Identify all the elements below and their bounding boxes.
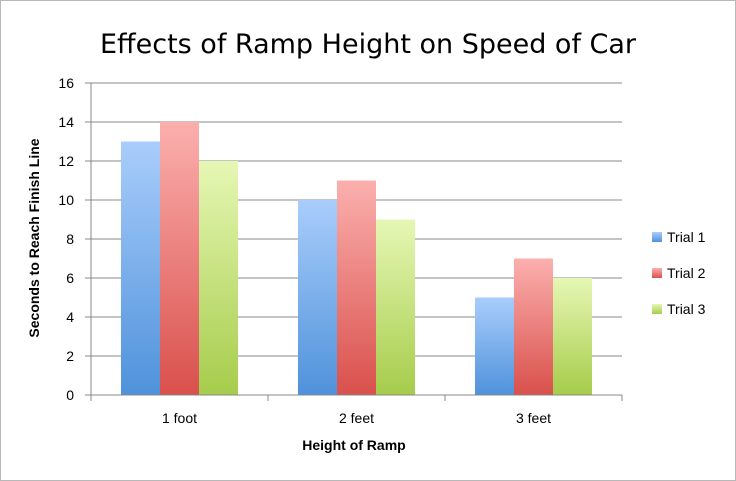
legend-swatch-trial-2	[652, 268, 662, 278]
legend-label-trial-2: Trial 2	[667, 265, 706, 281]
y-tick-label-16: 16	[58, 75, 74, 91]
bar-trial-2-3-feet	[514, 258, 553, 395]
x-tick-label-2-feet: 2 feet	[339, 410, 374, 426]
x-tick-label-3-feet: 3 feet	[516, 410, 551, 426]
x-axis-title: Height of Ramp	[302, 437, 405, 453]
legend-label-trial-3: Trial 3	[667, 301, 706, 317]
bar-trial-1-1-foot	[121, 141, 160, 395]
legend-swatch-trial-1	[652, 232, 662, 242]
bar-trial-3-1-foot	[199, 161, 238, 395]
y-tick-label-6: 6	[66, 270, 74, 286]
y-tick-label-2: 2	[66, 348, 74, 364]
y-tick-label-12: 12	[58, 153, 74, 169]
x-axis-ticks: 1 foot 2 feet 3 feet	[90, 395, 623, 426]
bar-trial-3-2-feet	[376, 219, 415, 395]
x-tick-label-1-foot: 1 foot	[162, 410, 197, 426]
y-tick-label-4: 4	[66, 309, 74, 325]
y-axis-title: Seconds to Reach Finish Line	[26, 138, 42, 337]
bar-trial-3-3-feet	[553, 278, 592, 395]
legend: Trial 1 Trial 2 Trial 3	[652, 229, 706, 317]
legend-swatch-trial-3	[652, 304, 662, 314]
legend-label-trial-1: Trial 1	[667, 229, 706, 245]
y-tick-label-14: 14	[58, 114, 74, 130]
bar-trial-1-3-feet	[475, 297, 514, 395]
bar-trial-2-2-feet	[337, 180, 376, 395]
bar-trial-2-1-foot	[160, 122, 199, 395]
y-tick-label-0: 0	[66, 387, 74, 403]
y-tick-label-8: 8	[66, 231, 74, 247]
bars	[121, 122, 592, 395]
y-tick-label-10: 10	[58, 192, 74, 208]
y-axis-ticks: 0 2 4 6 8 10 12 14 16	[58, 75, 91, 403]
bar-trial-1-2-feet	[298, 200, 337, 395]
chart-title: Effects of Ramp Height on Speed of Car	[100, 29, 637, 60]
